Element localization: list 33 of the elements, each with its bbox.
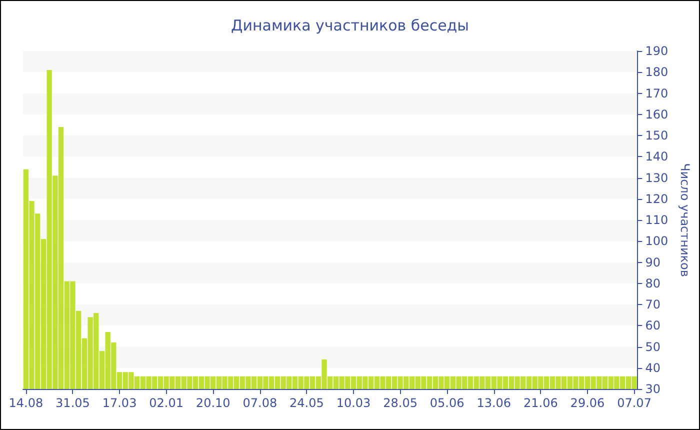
y-tick-label: 170: [645, 86, 668, 100]
x-tick-label: 21.06: [524, 396, 558, 410]
x-tick-label: 29.06: [570, 396, 605, 410]
y-tick-label: 100: [645, 234, 668, 248]
y-tick-label: 130: [645, 170, 668, 185]
x-tick-label: 14.08: [8, 396, 44, 410]
x-tick-label: 24.05: [290, 396, 324, 410]
x-tick-label: 05.06: [430, 396, 464, 410]
y-tick-label: 180: [645, 65, 668, 80]
y-tick-label: 190: [645, 44, 668, 58]
x-tick-label: 10.03: [336, 396, 371, 410]
y-tick-label: 70: [645, 298, 660, 312]
y-tick-label: 90: [645, 255, 660, 270]
y-tick-label: 160: [645, 107, 668, 122]
x-tick-label: 28.05: [383, 396, 418, 410]
y-tick-label: 30: [645, 382, 660, 396]
x-tick-label: 02.01: [149, 396, 184, 410]
x-tick-label: 07.08: [242, 396, 278, 410]
y-tick-label: 150: [645, 128, 668, 142]
chart-title: Динамика участников беседы: [230, 16, 470, 34]
y-tick-label: 120: [645, 192, 668, 206]
y-tick-label: 80: [645, 276, 660, 290]
x-tick-label: 13.06: [476, 396, 512, 410]
x-tick-label: 31.05: [56, 396, 90, 410]
y-axis-title: Число участников: [678, 163, 692, 277]
y-tick-label: 140: [645, 150, 668, 164]
y-tick-label: 110: [645, 213, 668, 227]
y-tick-label: 40: [645, 360, 660, 375]
x-tick-label: 07.07: [617, 396, 652, 410]
y-tick-label: 50: [645, 340, 660, 354]
x-tick-label: 20.10: [196, 396, 230, 410]
x-tick-label: 17.03: [102, 396, 137, 410]
y-tick-label: 60: [645, 318, 660, 333]
